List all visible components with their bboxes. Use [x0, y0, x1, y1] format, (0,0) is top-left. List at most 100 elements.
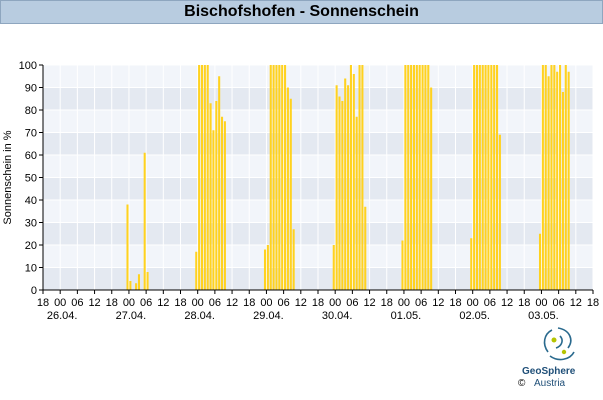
sunshine-bar	[544, 65, 547, 290]
sunshine-bar	[430, 87, 433, 290]
x-tick-label: 00	[123, 297, 135, 309]
sunshine-bar	[567, 71, 570, 290]
x-tick-label: 06	[209, 297, 221, 309]
logo-name: GeoSphere	[522, 366, 576, 377]
sunshine-bar	[418, 65, 421, 290]
sunshine-bar	[143, 152, 146, 290]
x-tick-label: 18	[312, 297, 324, 309]
y-tick-label: 80	[25, 105, 37, 117]
sunshine-bar	[200, 65, 204, 290]
sunshine-bar	[481, 65, 484, 290]
sunshine-bar	[564, 65, 567, 290]
logo-country: Austria	[534, 378, 566, 389]
y-tick-label: 0	[31, 285, 37, 297]
y-tick-label: 10	[25, 263, 37, 275]
x-tick-label: 18	[37, 297, 49, 309]
x-date-label: 02.05.	[459, 310, 490, 322]
sunshine-bar	[221, 116, 224, 290]
sunshine-bar	[361, 65, 364, 290]
sunshine-bar	[493, 65, 496, 290]
sunshine-bar	[209, 103, 212, 290]
sunshine-bar	[281, 65, 284, 290]
sunshine-bar	[349, 65, 352, 290]
sunshine-bar	[412, 65, 415, 290]
sunshine-bar	[195, 251, 198, 290]
sunshine-bar	[341, 101, 344, 290]
sunshine-bar	[286, 87, 289, 290]
y-tick-label: 90	[25, 83, 37, 95]
sunshine-bar	[404, 65, 407, 290]
sunshine-bar	[556, 71, 559, 290]
sunshine-bar	[470, 238, 473, 290]
sunshine-bar	[347, 85, 350, 290]
x-tick-label: 18	[518, 297, 530, 309]
sunshine-bar	[496, 65, 499, 290]
x-date-label: 28.04.	[184, 310, 215, 322]
x-tick-label: 12	[501, 297, 513, 309]
sunshine-bar	[553, 65, 556, 290]
x-tick-label: 12	[295, 297, 307, 309]
sunshine-bar	[559, 65, 562, 290]
x-tick-label: 18	[381, 297, 393, 309]
y-tick-label: 50	[25, 173, 37, 185]
sunshine-bar	[407, 65, 410, 290]
sunshine-bar	[135, 283, 138, 290]
sunshine-bar	[538, 233, 542, 290]
x-tick-label: 00	[260, 297, 272, 309]
sunshine-bar	[358, 65, 361, 290]
x-tick-label: 06	[484, 297, 496, 309]
sunshine-bar	[275, 65, 278, 290]
sunshine-bar	[338, 96, 341, 290]
geosphere-logo: GeoSphere © Austria	[518, 322, 590, 400]
x-tick-label: 12	[432, 297, 444, 309]
x-date-label: 27.04.	[116, 310, 147, 322]
sunshine-bar	[218, 76, 221, 290]
x-tick-label: 00	[535, 297, 547, 309]
x-date-label: 01.05.	[391, 310, 422, 322]
title-bar: Bischofshofen - Sonnenschein	[0, 0, 603, 24]
sunshine-bar	[266, 245, 269, 290]
sunshine-bar	[415, 65, 418, 290]
y-tick-label: 20	[25, 240, 37, 252]
sunshine-bar	[284, 65, 287, 290]
sunshine-bar	[332, 245, 335, 290]
sunshine-bar	[364, 206, 367, 290]
x-date-label: 03.05.	[528, 310, 559, 322]
sunshine-bar	[473, 65, 476, 290]
x-tick-label: 00	[192, 297, 204, 309]
sunshine-bar	[278, 65, 281, 290]
x-tick-label: 06	[140, 297, 152, 309]
sunshine-bar	[146, 272, 149, 290]
sunshine-bar	[215, 101, 218, 290]
sunshine-bar	[487, 65, 490, 290]
x-tick-label: 12	[157, 297, 169, 309]
sunshine-bar	[292, 229, 295, 290]
sunshine-bar	[355, 116, 358, 290]
sunshine-bar	[541, 65, 544, 290]
x-tick-label: 18	[449, 297, 461, 309]
sunshine-bar	[198, 65, 201, 290]
y-tick-label: 60	[25, 150, 37, 162]
x-tick-label: 12	[226, 297, 238, 309]
sunshine-bar	[206, 65, 209, 290]
y-axis-title: Sonnenschein in %	[2, 130, 14, 224]
sunshine-bar	[203, 65, 206, 290]
sunshine-bar	[475, 65, 479, 290]
sunshine-bar	[126, 204, 129, 290]
page-title: Bischofshofen - Sonnenschein	[184, 3, 419, 20]
copyright-symbol: ©	[518, 378, 526, 389]
x-date-label: 26.04.	[47, 310, 78, 322]
x-date-label: 30.04.	[322, 310, 353, 322]
sunshine-bar	[427, 65, 430, 290]
sunshine-bar	[484, 65, 487, 290]
y-tick-label: 30	[25, 218, 37, 230]
x-tick-label: 18	[106, 297, 118, 309]
x-tick-label: 06	[278, 297, 290, 309]
sunshine-bar	[129, 281, 132, 290]
sunshine-bar	[263, 249, 267, 290]
sunshine-bar	[478, 65, 481, 290]
x-tick-label: 18	[174, 297, 186, 309]
sunshine-bar	[352, 74, 355, 290]
y-tick-label: 70	[25, 128, 37, 140]
